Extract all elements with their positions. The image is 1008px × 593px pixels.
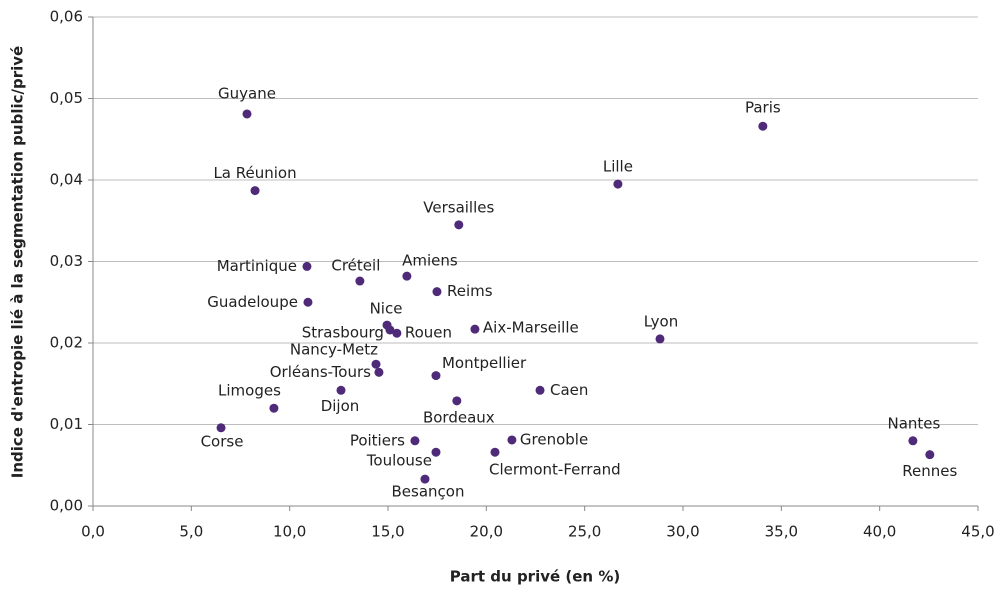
point xyxy=(925,450,935,460)
point-label: Nice xyxy=(370,300,403,318)
point-label: Caen xyxy=(550,381,588,399)
point xyxy=(454,220,464,230)
point xyxy=(269,403,279,413)
point-label: Guyane xyxy=(218,84,276,102)
x-tick-label: 25,0 xyxy=(568,523,601,541)
point xyxy=(302,261,312,271)
point-label: Reims xyxy=(447,282,493,300)
x-tick-label: 5,0 xyxy=(179,523,203,541)
y-tick-label: 0,03 xyxy=(50,252,83,270)
point xyxy=(336,385,346,395)
x-tick-label: 15,0 xyxy=(371,523,404,541)
point xyxy=(420,474,430,484)
point-label: Versailles xyxy=(423,198,494,216)
point-label: Toulouse xyxy=(366,452,432,470)
point-label: Aix-Marseille xyxy=(483,319,579,337)
point-label: Martinique xyxy=(217,257,297,275)
point xyxy=(410,436,420,446)
point xyxy=(535,385,545,395)
point xyxy=(613,179,623,189)
x-tick-label: 0,0 xyxy=(81,523,105,541)
point xyxy=(392,328,402,338)
point-label: Rennes xyxy=(902,462,957,480)
point-label: Grenoble xyxy=(520,430,588,448)
point xyxy=(216,423,226,433)
point-label: Montpellier xyxy=(442,354,527,372)
point-label: Créteil xyxy=(331,257,380,275)
y-tick-label: 0,05 xyxy=(50,89,83,107)
point-label: Dijon xyxy=(321,397,360,415)
x-tick-label: 10,0 xyxy=(273,523,306,541)
point-label: La Réunion xyxy=(213,164,296,182)
point xyxy=(507,435,517,445)
point xyxy=(242,109,252,119)
point-label: Bordeaux xyxy=(423,408,495,426)
x-tick-label: 35,0 xyxy=(765,523,798,541)
point-label: Clermont-Ferrand xyxy=(489,461,621,479)
point xyxy=(432,287,442,297)
point-label: Nancy-Metz xyxy=(290,341,378,359)
x-tick-label: 40,0 xyxy=(863,523,896,541)
y-tick-label: 0,06 xyxy=(50,8,83,26)
point xyxy=(470,324,480,334)
point xyxy=(431,447,441,457)
x-tick-label: 45,0 xyxy=(961,523,994,541)
point-label: Strasbourg xyxy=(302,323,384,341)
point xyxy=(908,436,918,446)
point-label: Nantes xyxy=(887,414,940,432)
point-label: Amiens xyxy=(402,252,458,270)
point xyxy=(303,297,313,307)
point xyxy=(431,371,441,381)
point xyxy=(355,276,365,286)
point xyxy=(758,121,768,131)
point xyxy=(490,447,500,457)
y-tick-label: 0,04 xyxy=(50,171,83,189)
y-axis-title: Indice d'entropie lié à la segmentation … xyxy=(9,46,27,478)
point xyxy=(374,367,384,377)
point-label: Paris xyxy=(745,99,781,117)
point xyxy=(371,359,381,369)
point-label: Limoges xyxy=(218,382,281,400)
point-label: Corse xyxy=(201,432,244,450)
point xyxy=(250,186,260,196)
point xyxy=(452,396,462,406)
point-label: Guadeloupe xyxy=(207,293,298,311)
x-tick-label: 20,0 xyxy=(470,523,503,541)
y-tick-label: 0,02 xyxy=(50,334,83,352)
point-label: Poitiers xyxy=(350,431,405,449)
point-label: Orléans-Tours xyxy=(270,363,371,381)
point-label: Lyon xyxy=(644,312,679,330)
point-label: Rouen xyxy=(405,324,452,342)
point xyxy=(655,334,665,344)
point xyxy=(385,325,395,335)
y-tick-label: 0,01 xyxy=(50,415,83,433)
x-tick-label: 30,0 xyxy=(666,523,699,541)
point-label: Lille xyxy=(603,158,633,176)
point xyxy=(402,271,412,281)
x-axis-title: Part du privé (en %) xyxy=(450,568,620,586)
point-label: Besançon xyxy=(391,483,464,501)
y-tick-label: 0,00 xyxy=(50,497,83,515)
